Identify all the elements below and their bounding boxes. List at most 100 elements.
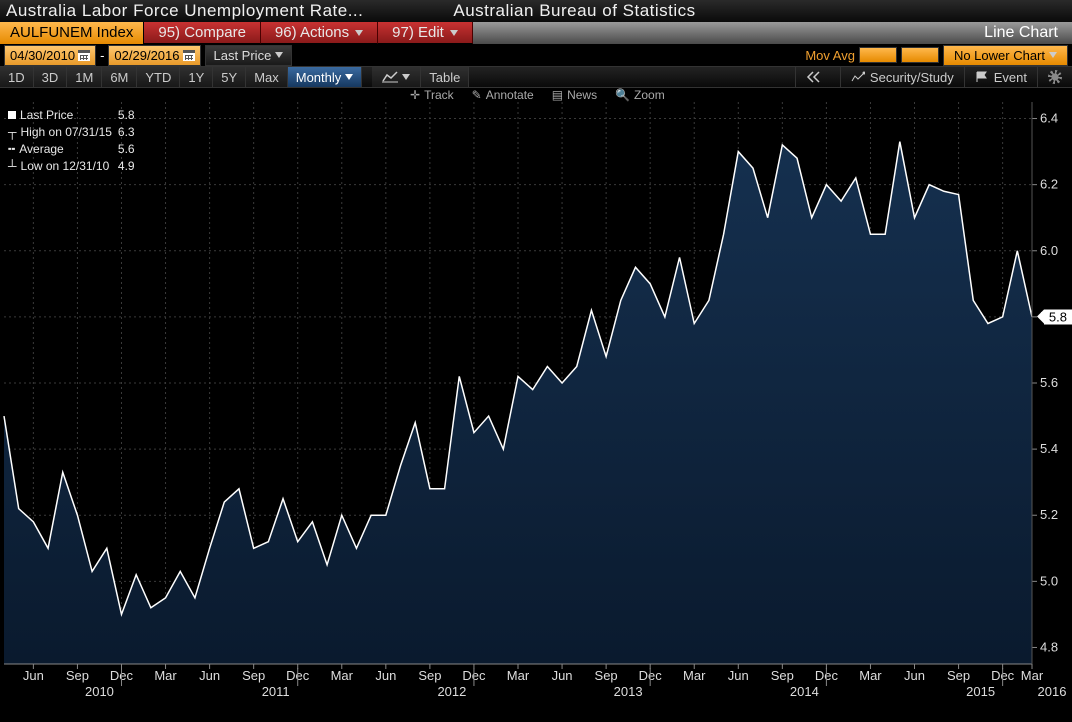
movavg-field-2[interactable] xyxy=(901,47,939,63)
line-chart: 4.85.05.25.45.65.86.06.26.4JunSepDecMarJ… xyxy=(0,88,1072,722)
svg-text:6.2: 6.2 xyxy=(1040,177,1058,192)
svg-text:5.6: 5.6 xyxy=(1040,375,1058,390)
date-sep: - xyxy=(100,48,104,63)
svg-text:Jun: Jun xyxy=(23,668,44,683)
svg-text:Jun: Jun xyxy=(552,668,573,683)
date-to-value: 02/29/2016 xyxy=(114,48,179,63)
chevron-down-icon xyxy=(450,30,458,36)
chart-area[interactable]: Last Price5.8 ┬High on 07/31/156.3 ╍Aver… xyxy=(0,88,1072,722)
range-6m[interactable]: 6M xyxy=(102,67,137,87)
security-label: Security/Study xyxy=(870,70,954,85)
study-icon xyxy=(851,71,865,83)
event-label: Event xyxy=(994,70,1027,85)
svg-text:Sep: Sep xyxy=(418,668,441,683)
legend-last-val: 5.8 xyxy=(118,108,139,123)
chevron-down-icon xyxy=(275,52,283,58)
legend-avg-label: Average xyxy=(19,142,63,156)
lower-chart-value: No Lower Chart xyxy=(954,48,1045,63)
svg-text:Mar: Mar xyxy=(154,668,177,683)
range-ytd[interactable]: YTD xyxy=(137,67,180,87)
svg-text:Sep: Sep xyxy=(242,668,265,683)
svg-text:5.0: 5.0 xyxy=(1040,573,1058,588)
svg-text:6.0: 6.0 xyxy=(1040,243,1058,258)
pencil-icon: ✎ xyxy=(472,88,482,102)
page-nav[interactable] xyxy=(795,67,840,87)
security-study-button[interactable]: Security/Study xyxy=(840,67,964,87)
date-to-input[interactable]: 02/29/2016 xyxy=(108,45,200,66)
settings-button[interactable] xyxy=(1037,67,1072,87)
annotate-button[interactable]: ✎ Annotate xyxy=(472,88,534,102)
compare-label: 95) Compare xyxy=(158,24,246,41)
svg-text:Sep: Sep xyxy=(595,668,618,683)
news-button[interactable]: ▤ News xyxy=(552,88,597,102)
zoom-label: Zoom xyxy=(634,88,665,102)
range-1m[interactable]: 1M xyxy=(67,67,102,87)
range-3d[interactable]: 3D xyxy=(34,67,68,87)
date-from-value: 04/30/2010 xyxy=(10,48,75,63)
range-1d[interactable]: 1D xyxy=(0,67,34,87)
control-bar: 04/30/2010 - 02/29/2016 Last Price Mov A… xyxy=(0,44,1072,66)
svg-text:2012: 2012 xyxy=(437,684,466,699)
flag-icon xyxy=(975,71,989,83)
svg-text:2011: 2011 xyxy=(262,684,290,699)
movavg-field-1[interactable] xyxy=(859,47,897,63)
svg-text:2016: 2016 xyxy=(1038,684,1067,699)
page-title: Australia Labor Force Unemployment Rate.… xyxy=(6,1,363,21)
track-button[interactable]: ✛Track xyxy=(410,88,454,102)
svg-text:Jun: Jun xyxy=(904,668,925,683)
legend-avg-val: 5.6 xyxy=(118,142,139,157)
actions-button[interactable]: 96) Actions xyxy=(261,22,378,44)
event-button[interactable]: Event xyxy=(964,67,1037,87)
annotate-label: Annotate xyxy=(486,88,534,102)
movavg-label[interactable]: Mov Avg xyxy=(805,48,855,63)
chart-type-label[interactable]: Line Chart xyxy=(970,22,1072,44)
ticker-input[interactable]: AULFUNEM Index xyxy=(0,22,144,44)
date-from-input[interactable]: 04/30/2010 xyxy=(4,45,96,66)
chevron-down-icon xyxy=(402,74,410,80)
news-icon: ▤ xyxy=(552,88,563,102)
svg-text:2015: 2015 xyxy=(966,684,995,699)
chevrons-left-icon xyxy=(806,71,830,83)
crosshair-icon: ✛ xyxy=(410,88,420,102)
svg-text:Mar: Mar xyxy=(331,668,354,683)
legend-last-label: Last Price xyxy=(20,108,73,122)
svg-text:Mar: Mar xyxy=(859,668,882,683)
svg-text:4.8: 4.8 xyxy=(1040,639,1058,654)
field-select[interactable]: Last Price xyxy=(205,45,293,66)
line-chart-icon xyxy=(382,71,398,83)
last-value-marker: 5.8 xyxy=(1044,309,1072,324)
gear-icon xyxy=(1048,70,1062,84)
lower-chart-select[interactable]: No Lower Chart xyxy=(943,45,1068,66)
title-bar: Australia Labor Force Unemployment Rate.… xyxy=(0,0,1072,22)
calendar-icon xyxy=(183,50,195,61)
compare-button[interactable]: 95) Compare xyxy=(144,22,261,44)
zoom-icon: 🔍 xyxy=(615,88,630,102)
svg-text:Jun: Jun xyxy=(375,668,396,683)
range-active-label: Monthly xyxy=(296,70,342,85)
range-5y[interactable]: 5Y xyxy=(213,67,246,87)
chevron-down-icon xyxy=(355,30,363,36)
svg-text:5.2: 5.2 xyxy=(1040,507,1058,522)
range-max[interactable]: Max xyxy=(246,67,288,87)
legend-high-val: 6.3 xyxy=(118,125,139,140)
zoom-button[interactable]: 🔍 Zoom xyxy=(615,88,665,102)
svg-text:Sep: Sep xyxy=(66,668,89,683)
range-monthly[interactable]: Monthly xyxy=(288,67,363,87)
svg-text:Jun: Jun xyxy=(728,668,749,683)
spacer xyxy=(473,22,970,44)
chart-style-button[interactable] xyxy=(372,67,421,87)
actions-label: 96) Actions xyxy=(275,24,349,41)
news-label: News xyxy=(567,88,597,102)
svg-text:2010: 2010 xyxy=(85,684,114,699)
svg-text:6.4: 6.4 xyxy=(1040,111,1058,126)
edit-button[interactable]: 97) Edit xyxy=(378,22,473,44)
table-button[interactable]: Table xyxy=(421,67,469,87)
svg-text:2014: 2014 xyxy=(790,684,819,699)
page-source: Australian Bureau of Statistics xyxy=(453,1,695,21)
chart-legend: Last Price5.8 ┬High on 07/31/156.3 ╍Aver… xyxy=(6,106,141,176)
chart-toolbar: ✛Track ✎ Annotate ▤ News 🔍 Zoom xyxy=(410,88,665,102)
chevron-down-icon xyxy=(345,74,353,80)
range-1y[interactable]: 1Y xyxy=(180,67,213,87)
svg-text:5.4: 5.4 xyxy=(1040,441,1058,456)
chevron-down-icon xyxy=(1049,52,1057,58)
